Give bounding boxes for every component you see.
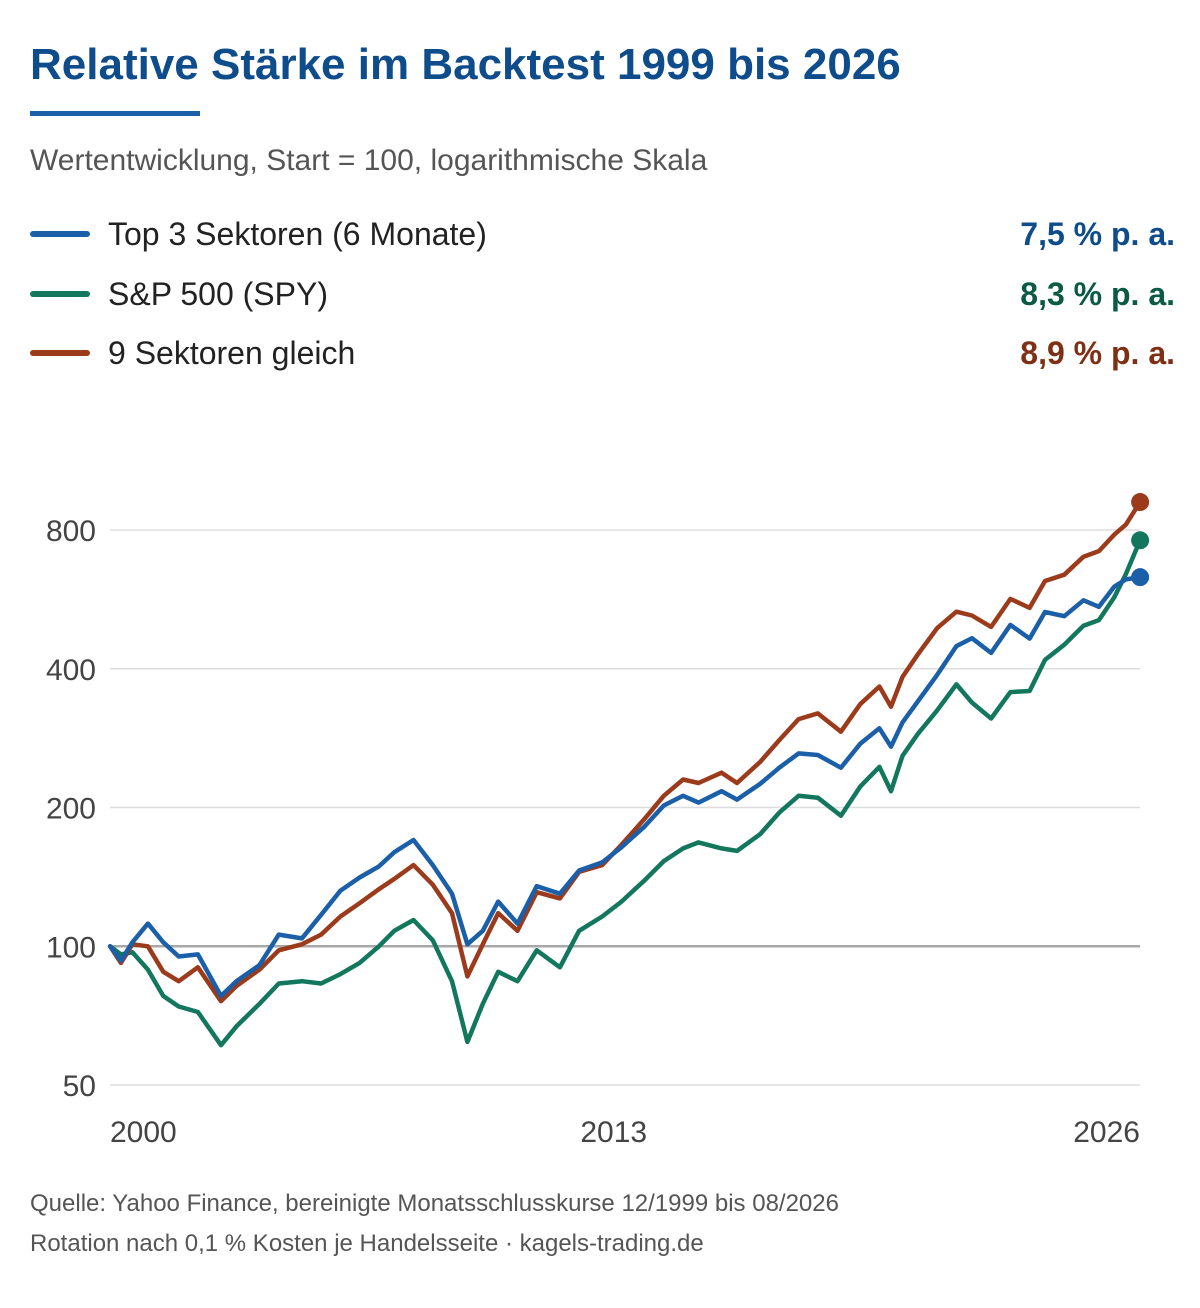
y-tick-label-50: 50 bbox=[63, 1070, 96, 1103]
series-line-top3 bbox=[107, 574, 1143, 999]
grid-lines bbox=[110, 529, 1140, 1086]
x-tick-label-2000: 2000 bbox=[110, 1116, 177, 1149]
series-line-spy bbox=[107, 538, 1143, 1048]
legend-swatch-equal-weight bbox=[30, 350, 90, 356]
y-tick-label-800: 800 bbox=[46, 515, 96, 548]
legend-swatch-top3 bbox=[30, 231, 90, 237]
y-tick-label-200: 200 bbox=[46, 793, 96, 826]
chart-subtitle: Wertentwicklung, Start = 100, logarithmi… bbox=[30, 144, 708, 177]
legend-value-top3: 7,5 % p. a. bbox=[1020, 216, 1175, 252]
y-tick-label-100: 100 bbox=[46, 931, 96, 964]
y-axis-tick-labels: 50 100 200 400 800 bbox=[46, 515, 96, 1103]
end-point-top3 bbox=[1131, 568, 1150, 587]
legend-item-spy: S&P 500 (SPY) 8,3 % p. a. bbox=[30, 272, 1175, 316]
x-axis-tick-labels: 2000 2013 2026 bbox=[110, 1116, 1140, 1149]
series-lines bbox=[107, 493, 1150, 1048]
y-tick-label-400: 400 bbox=[46, 654, 96, 687]
end-point-equal-weight bbox=[1131, 493, 1150, 512]
end-point-spy bbox=[1131, 531, 1150, 550]
legend-label-spy: S&P 500 (SPY) bbox=[108, 276, 328, 312]
legend-label-equal-weight: 9 Sektoren gleich bbox=[108, 335, 356, 371]
series-line-equal-weight bbox=[107, 499, 1143, 1004]
method-note: Rotation nach 0,1 % Kosten je Handelssei… bbox=[30, 1230, 704, 1257]
legend-label-top3: Top 3 Sektoren (6 Monate) bbox=[108, 216, 487, 252]
legend-item-equal-weight: 9 Sektoren gleich 8,9 % p. a. bbox=[30, 331, 1175, 375]
x-tick-label-2013: 2013 bbox=[580, 1116, 647, 1149]
legend-value-spy: 8,3 % p. a. bbox=[1020, 276, 1175, 312]
legend-value-equal-weight: 8,9 % p. a. bbox=[1020, 335, 1175, 371]
chart-title: Relative Stärke im Backtest 1999 bis 202… bbox=[30, 40, 901, 89]
legend-item-top3: Top 3 Sektoren (6 Monate) 7,5 % p. a. bbox=[30, 212, 1175, 256]
title-accent-bar bbox=[30, 111, 200, 116]
legend-swatch-spy bbox=[30, 291, 90, 297]
x-tick-label-2026: 2026 bbox=[1073, 1116, 1140, 1149]
source-note: Quelle: Yahoo Finance, bereinigte Monats… bbox=[30, 1190, 839, 1217]
